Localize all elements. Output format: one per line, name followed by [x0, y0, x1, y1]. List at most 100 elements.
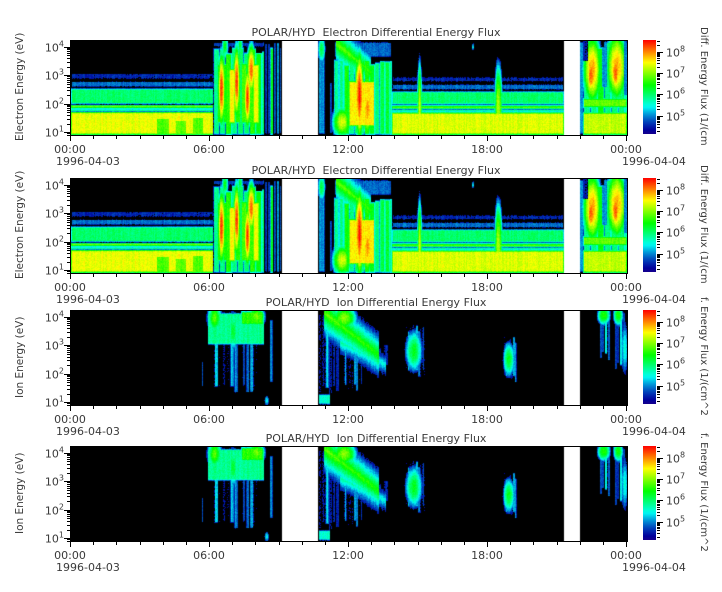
colorbar-tick — [657, 485, 660, 487]
colorbar-tick — [657, 346, 660, 348]
colorbar-tick — [657, 237, 660, 239]
colorbar-tick — [657, 179, 660, 181]
colorbar-tick — [657, 525, 660, 527]
y-tick-label: 104 — [44, 445, 64, 461]
spectrogram-canvas — [71, 311, 627, 405]
colorbar-tick — [657, 390, 660, 392]
colorbar-tick — [657, 336, 660, 338]
colorbar-tick — [657, 255, 660, 257]
y-axis-tick — [67, 134, 70, 136]
y-axis-tick — [67, 376, 70, 378]
colorbar-tick — [657, 322, 660, 324]
x-axis-tick — [556, 136, 558, 139]
y-axis-tick — [67, 464, 70, 466]
y-axis-tick — [67, 501, 70, 503]
x-axis-tick — [70, 406, 71, 411]
colorbar-tick — [657, 364, 663, 366]
y-axis-tick — [67, 133, 70, 135]
colorbar-tick — [657, 481, 660, 483]
y-axis-tick — [67, 403, 70, 405]
y-axis-tick — [67, 319, 70, 321]
colorbar-tick — [657, 530, 660, 532]
x-axis-tick — [463, 136, 465, 139]
colorbar-tick — [657, 369, 660, 371]
x-axis-tick — [185, 136, 187, 139]
date-label-right: 1996-04-04 — [622, 155, 686, 168]
x-axis-tick — [510, 274, 512, 277]
colorbar-tick — [657, 194, 660, 196]
y-axis-tick — [67, 83, 70, 85]
colorbar-tick — [657, 253, 663, 255]
colorbar-tick — [657, 459, 660, 461]
colorbar-tick — [657, 214, 660, 216]
colorbar-tick — [657, 367, 660, 369]
y-axis-tick — [67, 346, 70, 348]
y-axis-tick — [67, 199, 70, 201]
y-axis-tick — [67, 51, 70, 53]
colorbar-tick — [657, 122, 660, 124]
y-axis-tick — [67, 193, 70, 195]
x-axis-tick — [533, 274, 535, 277]
colorbar-tick — [657, 511, 660, 513]
y-axis-tick — [67, 90, 70, 92]
colorbar — [643, 178, 656, 272]
x-axis-tick — [556, 274, 558, 277]
x-axis-tick — [626, 274, 627, 279]
x-axis-tick — [371, 136, 373, 139]
colorbar-tick — [657, 392, 660, 394]
colorbar-tick — [657, 468, 660, 470]
y-axis-label: Ion Energy (eV) — [14, 452, 26, 534]
colorbar-tick — [657, 479, 663, 481]
y-axis-tick — [67, 321, 70, 323]
colorbar-tick-label: 106 — [666, 357, 686, 372]
x-axis-tick — [93, 136, 95, 139]
colorbar-tick — [657, 521, 663, 523]
colorbar — [643, 40, 656, 134]
colorbar-tick — [657, 60, 660, 62]
x-axis-tick — [602, 406, 604, 409]
x-axis-tick — [440, 274, 442, 277]
colorbar-tick — [657, 522, 660, 524]
colorbar-tick — [657, 262, 660, 264]
x-axis-tick — [93, 542, 95, 545]
y-axis-tick — [67, 385, 70, 386]
y-axis-tick — [67, 459, 70, 461]
colorbar-tick — [657, 97, 660, 99]
colorbar-tick — [657, 375, 660, 377]
colorbar-tick — [657, 508, 660, 510]
spectrogram-canvas — [71, 41, 627, 135]
y-tick-label: 101 — [44, 530, 64, 546]
colorbar-tick — [657, 76, 660, 78]
y-axis-tick — [67, 224, 70, 226]
y-axis-tick — [67, 349, 70, 351]
colorbar-tick-label: 108 — [666, 182, 686, 197]
y-axis-tick — [67, 106, 70, 108]
x-tick-label: 18:00 — [471, 281, 503, 294]
y-axis-tick — [67, 233, 70, 235]
y-axis-tick — [67, 378, 70, 380]
y-axis-tick — [64, 184, 70, 186]
x-axis-tick — [348, 274, 349, 279]
colorbar-tick — [657, 87, 660, 89]
date-label-left: 1996-04-03 — [56, 293, 120, 306]
x-tick-label: 18:00 — [471, 143, 503, 156]
y-axis-tick — [67, 261, 70, 263]
colorbar-tick — [657, 330, 660, 332]
y-axis-tick — [64, 481, 70, 483]
x-axis-tick — [348, 542, 349, 547]
y-axis-tick — [67, 79, 70, 81]
colorbar-tick — [657, 233, 660, 235]
x-axis-tick — [440, 136, 442, 139]
colorbar-tick — [657, 213, 660, 215]
x-axis-tick — [93, 274, 95, 277]
colorbar-tick — [657, 323, 660, 325]
colorbar-tick — [657, 379, 660, 381]
y-axis-tick — [67, 539, 70, 541]
y-axis-label: Electron Energy (eV) — [14, 32, 26, 142]
colorbar-tick — [657, 73, 663, 75]
x-axis-tick — [93, 406, 95, 409]
colorbar-tick — [657, 74, 660, 76]
colorbar-tick — [657, 472, 660, 474]
y-axis-label: Ion Energy (eV) — [14, 316, 26, 398]
y-tick-label: 104 — [44, 39, 64, 55]
